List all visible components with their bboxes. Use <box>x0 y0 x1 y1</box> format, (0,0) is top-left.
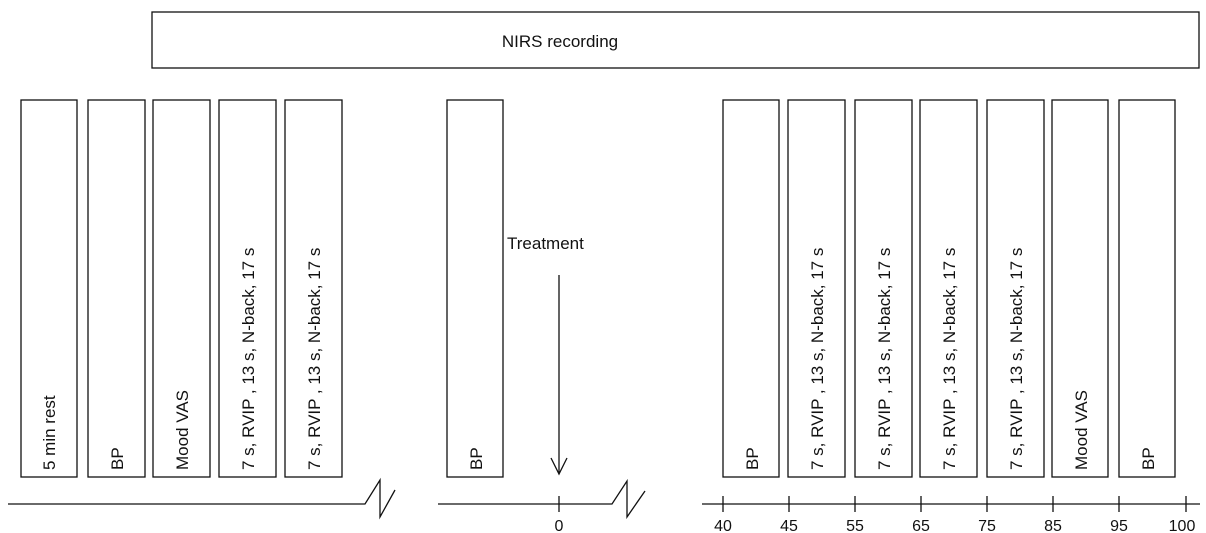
tick-label-65: 65 <box>912 518 930 533</box>
treatment-arrow <box>551 275 567 474</box>
block-task-post-3: 7 s, RVIP , 13 s, N-back, 17 s <box>920 100 977 477</box>
pre-treatment-blocks: 5 min rest BP Mood VAS 7 s, RVIP , 13 s,… <box>21 100 342 477</box>
nirs-recording-label: NIRS recording <box>502 32 618 51</box>
pre-timeline <box>8 480 395 517</box>
block-task-pre-2: 7 s, RVIP , 13 s, N-back, 17 s <box>285 100 342 477</box>
block-mood-vas-1-label: Mood VAS <box>173 390 192 470</box>
post-treatment-blocks: BP 7 s, RVIP , 13 s, N-back, 17 s 7 s, R… <box>723 100 1175 477</box>
post-timeline-axis: 40 45 55 65 75 85 95 100 <box>702 496 1200 533</box>
tick-zero-label: 0 <box>555 518 564 533</box>
block-task-post-2: 7 s, RVIP , 13 s, N-back, 17 s <box>855 100 912 477</box>
block-mood-vas-post-label: Mood VAS <box>1072 390 1091 470</box>
treatment-section: BP Treatment 0 <box>438 100 645 533</box>
block-bp-post-1-label: BP <box>743 447 762 470</box>
tick-label-75: 75 <box>978 518 996 533</box>
block-task-pre-2-label: 7 s, RVIP , 13 s, N-back, 17 s <box>305 248 324 470</box>
block-bp-1: BP <box>88 100 145 477</box>
tick-label-45: 45 <box>780 518 798 533</box>
tick-label-100: 100 <box>1169 518 1196 533</box>
nirs-recording-bar: NIRS recording <box>152 12 1199 68</box>
block-mood-vas-1: Mood VAS <box>153 100 210 477</box>
tick-label-55: 55 <box>846 518 864 533</box>
treatment-label: Treatment <box>507 234 584 253</box>
block-bp-post-2: BP <box>1119 100 1175 477</box>
block-task-post-3-label: 7 s, RVIP , 13 s, N-back, 17 s <box>940 248 959 470</box>
block-rest: 5 min rest <box>21 100 77 477</box>
block-rest-label: 5 min rest <box>40 395 59 470</box>
block-task-post-1-label: 7 s, RVIP , 13 s, N-back, 17 s <box>808 248 827 470</box>
block-task-pre-1: 7 s, RVIP , 13 s, N-back, 17 s <box>219 100 276 477</box>
block-bp-post-2-label: BP <box>1139 447 1158 470</box>
tick-label-85: 85 <box>1044 518 1062 533</box>
block-task-post-2-label: 7 s, RVIP , 13 s, N-back, 17 s <box>875 248 894 470</box>
block-bp-mid-label: BP <box>467 447 486 470</box>
block-bp-1-label: BP <box>108 447 127 470</box>
mid-timeline <box>438 481 645 517</box>
block-task-post-4: 7 s, RVIP , 13 s, N-back, 17 s <box>987 100 1044 477</box>
block-mood-vas-post: Mood VAS <box>1052 100 1108 477</box>
tick-label-95: 95 <box>1110 518 1128 533</box>
block-bp-post-1: BP <box>723 100 779 477</box>
block-task-post-4-label: 7 s, RVIP , 13 s, N-back, 17 s <box>1007 248 1026 470</box>
block-task-post-1: 7 s, RVIP , 13 s, N-back, 17 s <box>788 100 845 477</box>
tick-label-40: 40 <box>714 518 732 533</box>
block-task-pre-1-label: 7 s, RVIP , 13 s, N-back, 17 s <box>239 248 258 470</box>
block-bp-mid: BP <box>447 100 503 477</box>
